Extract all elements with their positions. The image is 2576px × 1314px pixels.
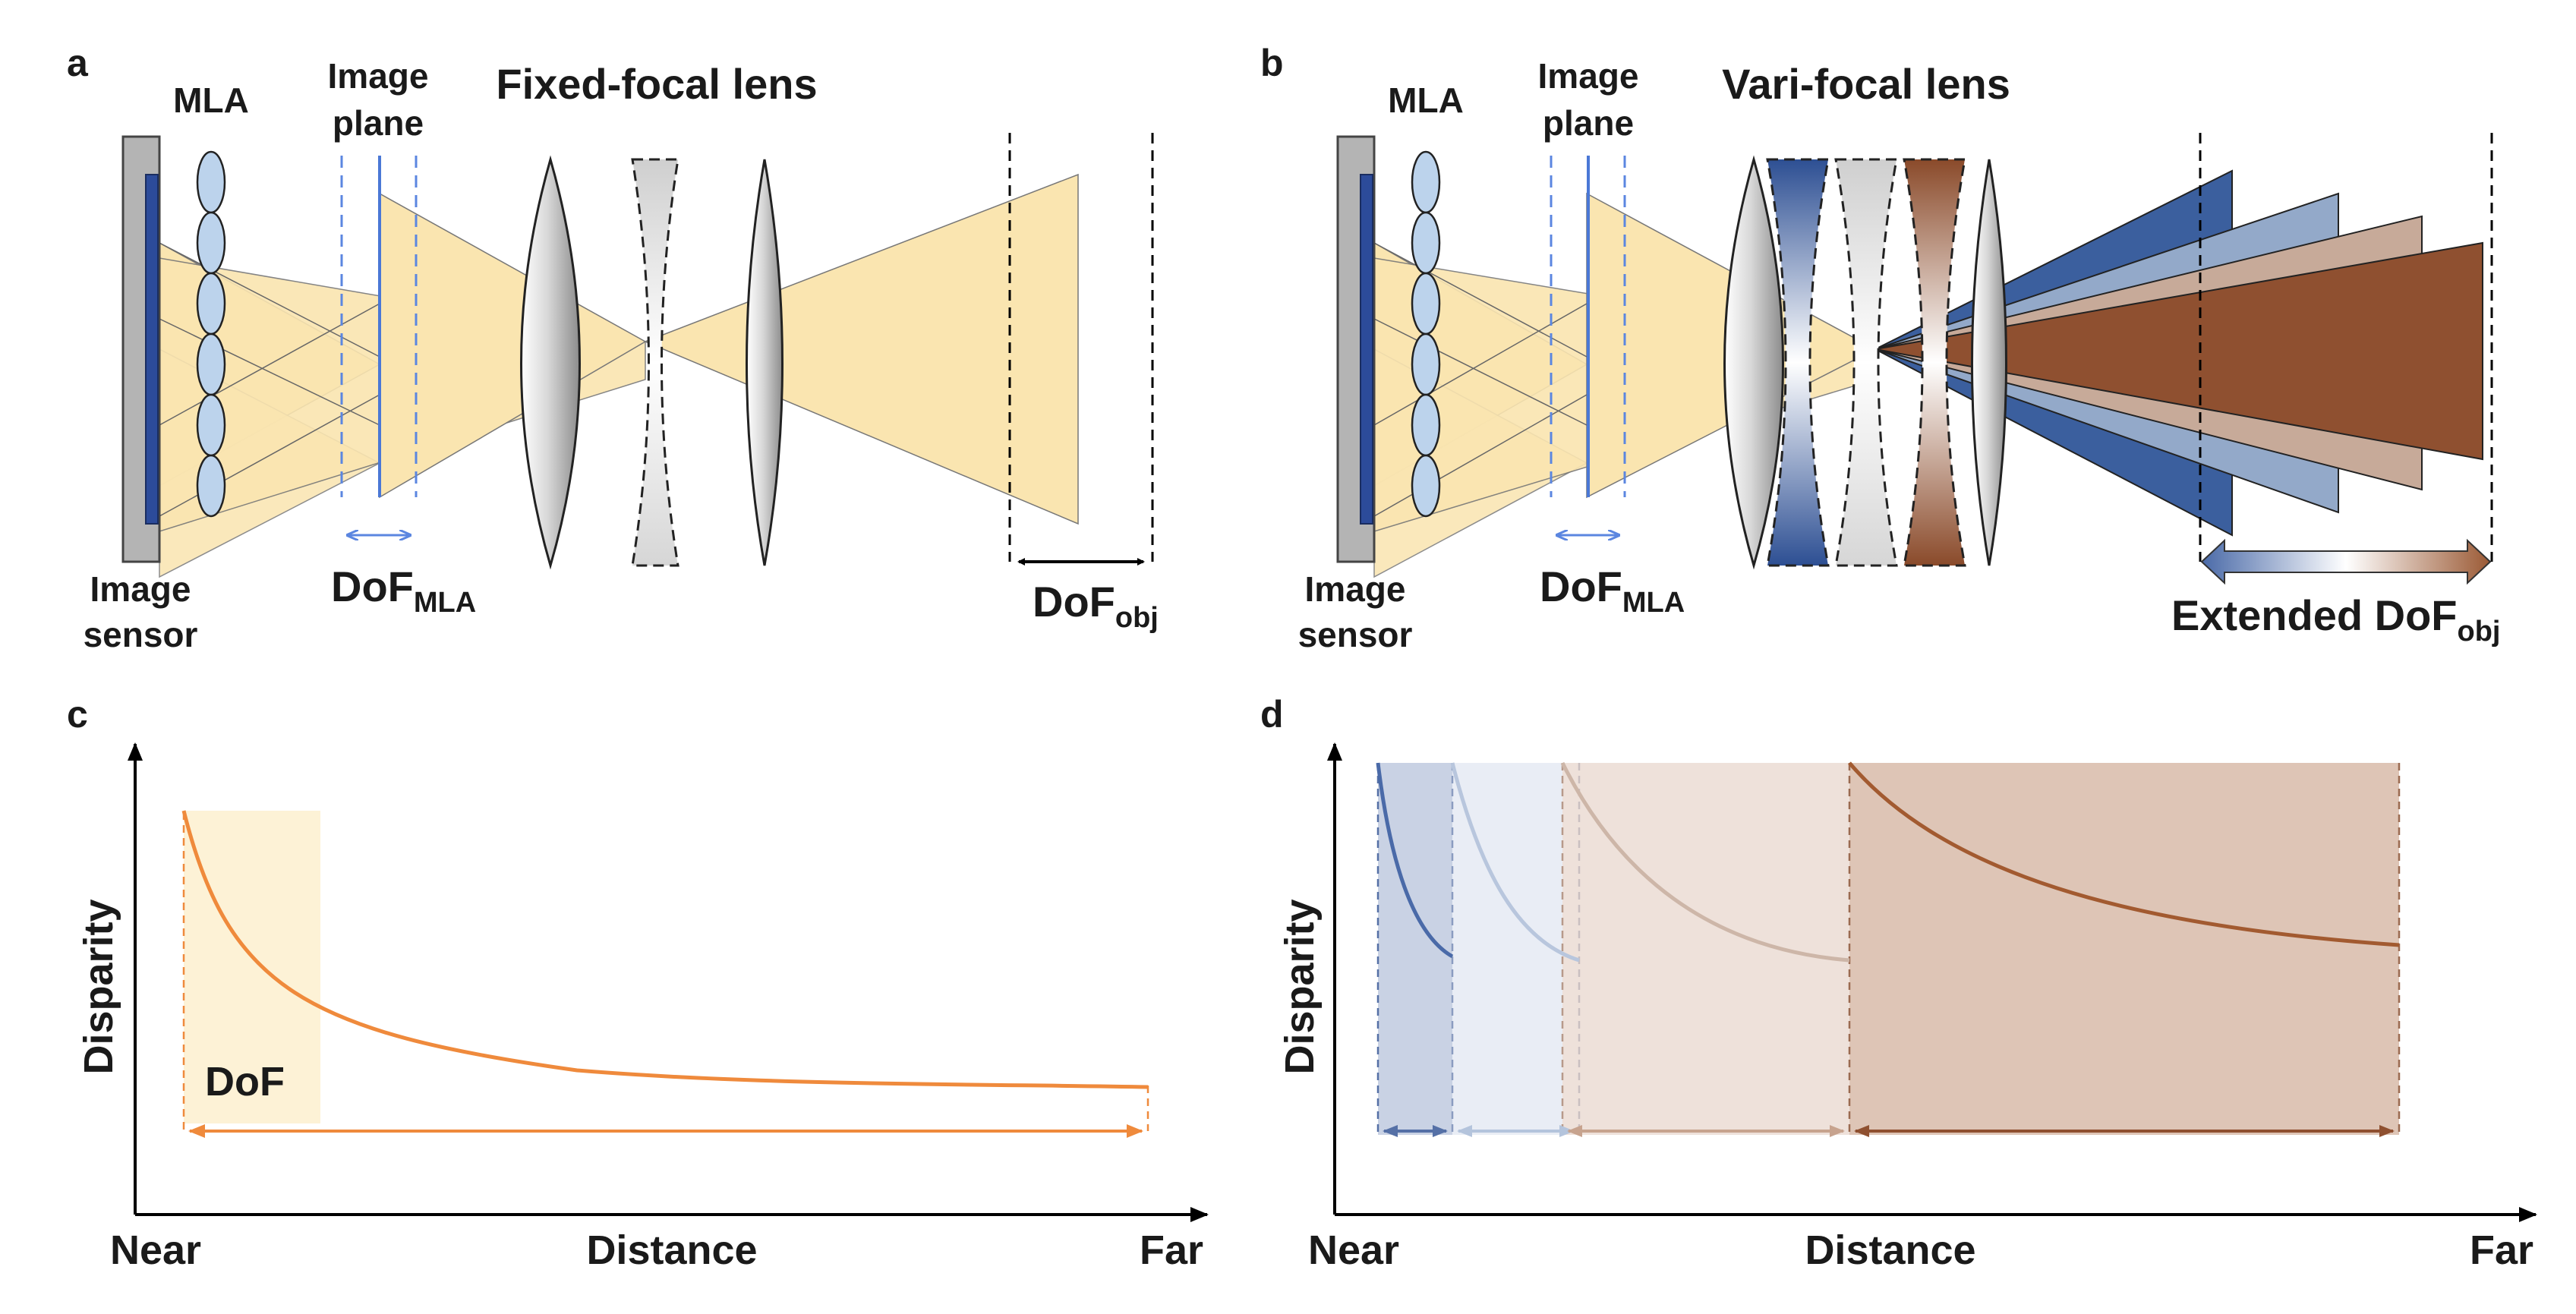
panel-a: a [67, 42, 1159, 654]
panel-b-extended-prefix: Extended [2171, 591, 2375, 639]
panel-b-dof-obj-main: DoF [2375, 591, 2458, 639]
panel-b-extended-dof-label: Extended DoFobj [2171, 591, 2500, 648]
panel-b-vari-focal-lens [1723, 155, 2007, 570]
panel-b-sensor-label-2: sensor [1298, 615, 1413, 654]
panel-b-image-plane [1550, 156, 1626, 535]
panel-d-near-label: Near [1308, 1227, 1399, 1273]
panel-b-mla-label: MLA [1388, 80, 1464, 120]
panel-d-far-label: Far [2470, 1227, 2533, 1273]
panel-a-mla-label: MLA [173, 80, 249, 120]
panel-a-image-plane-label-2: plane [333, 103, 424, 143]
panel-a-beams [159, 173, 1079, 578]
panel-b-image-sensor [1336, 135, 1376, 563]
panel-c-far-label: Far [1140, 1227, 1203, 1273]
panel-a-fixed-focal-lens [520, 155, 784, 570]
panel-b-extended-dof-marker [2199, 133, 2493, 585]
panel-a-dof-obj-label: DoFobj [1033, 578, 1159, 634]
panel-c-dof-region [184, 811, 320, 1123]
panel-b-lens-label: Vari-focal lens [1722, 60, 2010, 108]
panel-c-letter: c [67, 693, 88, 736]
panel-a-image-sensor [121, 135, 161, 563]
panel-d-range-3 [1562, 763, 1849, 1135]
panel-c-dof-label: DoF [205, 1059, 285, 1104]
panel-b: b [1260, 42, 2500, 654]
panel-d-curve-3 [1560, 761, 1850, 963]
panel-d: d Disparity Near Distance Far [1260, 693, 2537, 1273]
panel-d-curve-2 [1450, 762, 1580, 963]
panel-d-curve-1 [1376, 762, 1454, 959]
panel-a-lens-label: Fixed-focal lens [496, 60, 817, 108]
panel-a-dof-mla-label: DoFMLA [331, 562, 476, 619]
panel-b-dof-mla-sub: MLA [1622, 587, 1685, 619]
panel-c: c Disparity Near Distance Far DoF [67, 693, 1209, 1273]
panel-a-dof-obj-sub: obj [1115, 602, 1159, 634]
panel-b-dof-mla-label: DoFMLA [1540, 562, 1685, 619]
panel-a-image-plane-label-1: Image [328, 56, 429, 96]
panel-d-range-edges [1376, 763, 2401, 1135]
panel-a-image-plane [340, 156, 418, 535]
panel-b-letter: b [1260, 42, 1284, 84]
panel-c-xlabel: Distance [586, 1227, 757, 1273]
panel-d-ylabel: Disparity [1277, 899, 1323, 1074]
panel-a-dof-mla-sub: MLA [414, 587, 476, 619]
panel-b-sensor-label-1: Image [1305, 569, 1406, 609]
panel-a-letter: a [67, 42, 89, 84]
panel-b-image-plane-label-2: plane [1543, 103, 1634, 143]
panel-c-near-label: Near [110, 1227, 201, 1273]
panel-d-letter: d [1260, 693, 1284, 736]
panel-a-dof-mla-main: DoF [331, 562, 414, 610]
panel-a-dof-obj-main: DoF [1033, 578, 1115, 625]
panel-d-range-4 [1849, 763, 2399, 1135]
panel-a-sensor-label-1: Image [90, 569, 191, 609]
panel-c-ylabel: Disparity [76, 899, 121, 1074]
panel-b-dof-mla-main: DoF [1540, 562, 1622, 610]
panel-b-image-plane-label-1: Image [1538, 56, 1639, 96]
panel-a-dof-obj-marker [1008, 133, 1154, 566]
panel-b-mla [1411, 150, 1441, 518]
panel-c-disparity-curve [181, 810, 1149, 1089]
panel-d-xlabel: Distance [1805, 1227, 1975, 1273]
panel-a-mla [196, 150, 226, 518]
panel-b-dof-obj-sub: obj [2457, 616, 2500, 648]
panel-a-sensor-label-2: sensor [84, 615, 198, 654]
panel-d-curve-4 [1848, 761, 2400, 947]
panel-b-vari-focal-beams [1872, 169, 2483, 537]
